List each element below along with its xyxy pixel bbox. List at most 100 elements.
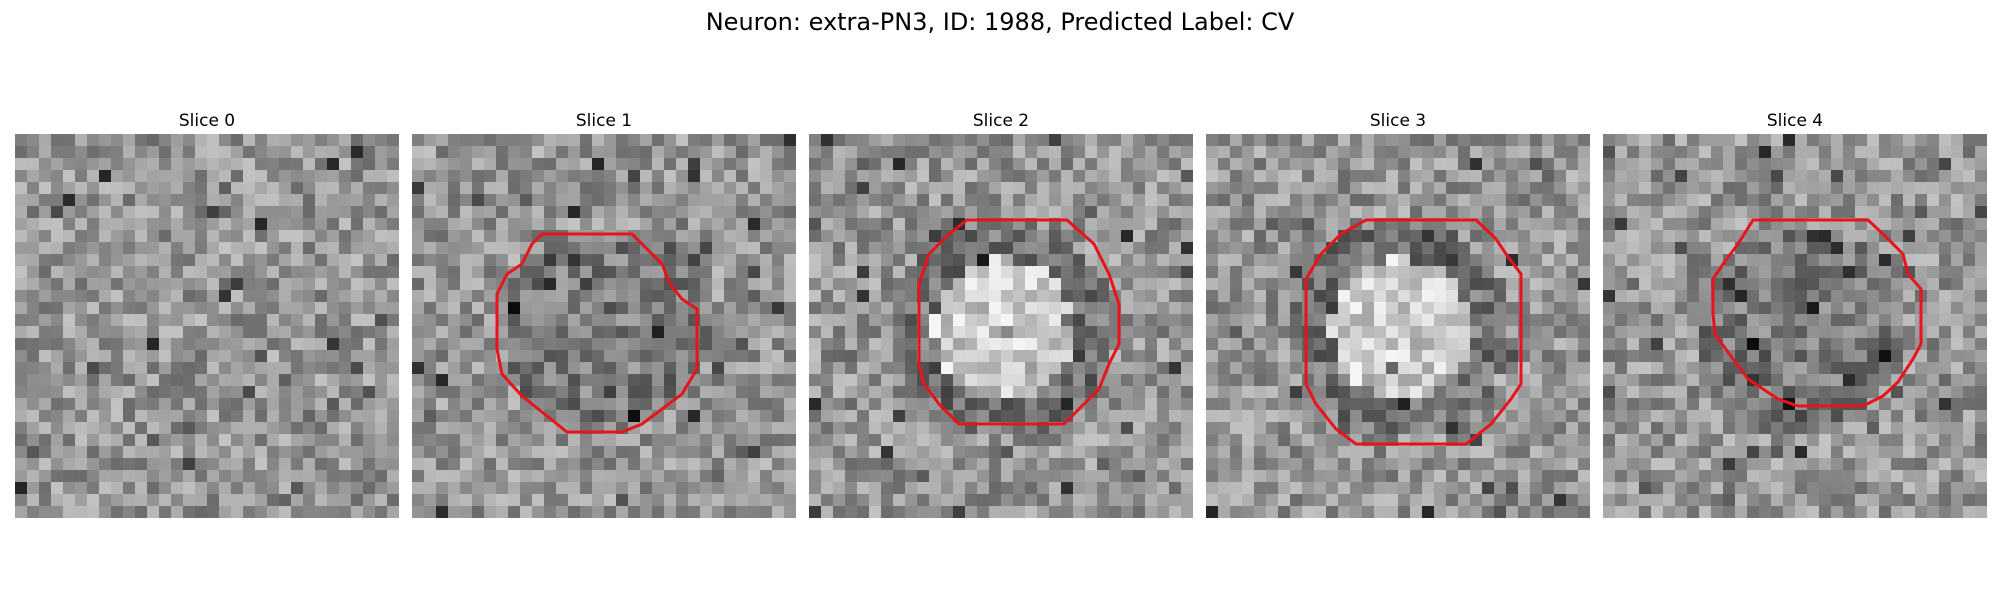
- pixel: [1975, 266, 1987, 279]
- pixel: [724, 314, 737, 327]
- pixel: [1230, 182, 1243, 195]
- pixel: [1254, 338, 1267, 351]
- pixel: [303, 314, 316, 327]
- pixel: [905, 230, 918, 243]
- pixel: [628, 146, 641, 159]
- pixel: [1518, 134, 1531, 147]
- pixel: [1639, 338, 1652, 351]
- pixel: [736, 302, 749, 315]
- pixel: [387, 146, 399, 159]
- pixel: [1254, 362, 1267, 375]
- pixel: [1097, 494, 1110, 507]
- pixel: [1783, 266, 1796, 279]
- pixel: [929, 230, 942, 243]
- pixel: [27, 314, 40, 327]
- pixel: [1530, 362, 1543, 375]
- pixel: [784, 290, 796, 303]
- pixel: [1675, 410, 1688, 423]
- pixel: [147, 302, 160, 315]
- pixel: [929, 434, 942, 447]
- pixel: [315, 254, 328, 267]
- pixel: [147, 314, 160, 327]
- pixel: [604, 482, 617, 495]
- pixel: [123, 458, 136, 471]
- pixel: [1097, 290, 1110, 303]
- pixel: [255, 218, 268, 231]
- pixel: [604, 302, 617, 315]
- pixel: [1181, 194, 1193, 207]
- pixel: [1218, 350, 1231, 363]
- pixel: [1542, 386, 1555, 399]
- pixel: [1422, 254, 1435, 267]
- pixel: [580, 338, 593, 351]
- pixel: [1795, 410, 1808, 423]
- pixel: [833, 506, 846, 518]
- pixel: [833, 302, 846, 315]
- pixel: [881, 182, 894, 195]
- pixel: [760, 278, 773, 291]
- pixel: [1566, 386, 1579, 399]
- pixel: [1735, 170, 1748, 183]
- pixel: [1771, 266, 1784, 279]
- pixel: [1037, 290, 1050, 303]
- pixel: [1963, 386, 1976, 399]
- pixel: [243, 170, 256, 183]
- pixel: [1939, 326, 1952, 339]
- pixel: [243, 278, 256, 291]
- pixel: [171, 194, 184, 207]
- pixel: [1230, 410, 1243, 423]
- pixel: [977, 170, 990, 183]
- pixel: [1807, 146, 1820, 159]
- pixel: [1627, 230, 1640, 243]
- pixel: [712, 470, 725, 483]
- pixel: [1506, 278, 1519, 291]
- pixel: [833, 398, 846, 411]
- pixel: [893, 158, 906, 171]
- pixel: [1422, 194, 1435, 207]
- pixel: [1927, 350, 1940, 363]
- pixel: [1566, 482, 1579, 495]
- pixel: [989, 254, 1002, 267]
- pixel: [1290, 146, 1303, 159]
- pixel: [1494, 506, 1507, 518]
- pixel: [231, 134, 244, 147]
- pixel: [544, 470, 557, 483]
- pixel: [833, 170, 846, 183]
- pixel: [1230, 506, 1243, 518]
- pixel: [27, 290, 40, 303]
- pixel: [27, 458, 40, 471]
- pixel: [1206, 254, 1219, 267]
- pixel: [929, 278, 942, 291]
- pixel: [1554, 182, 1567, 195]
- pixel: [496, 158, 509, 171]
- pixel: [917, 422, 930, 435]
- pixel: [1121, 470, 1134, 483]
- pixel: [1169, 314, 1182, 327]
- pixel: [676, 266, 689, 279]
- pixel: [893, 470, 906, 483]
- pixel: [1398, 446, 1411, 459]
- pixel: [977, 266, 990, 279]
- pixel: [147, 254, 160, 267]
- pixel: [219, 482, 232, 495]
- pixel: [1338, 182, 1351, 195]
- pixel: [712, 434, 725, 447]
- pixel: [1338, 374, 1351, 387]
- pixel: [1819, 206, 1832, 219]
- pixel: [857, 398, 870, 411]
- pixel: [917, 182, 930, 195]
- pixel: [700, 266, 713, 279]
- pixel: [1663, 218, 1676, 231]
- pixel: [1663, 434, 1676, 447]
- pixel: [845, 254, 858, 267]
- pixel: [1410, 146, 1423, 159]
- pixel: [652, 158, 665, 171]
- pixel: [1037, 338, 1050, 351]
- pixel: [279, 446, 292, 459]
- pixel: [424, 362, 437, 375]
- pixel: [1230, 434, 1243, 447]
- pixel: [183, 338, 196, 351]
- pixel: [929, 458, 942, 471]
- pixel: [1145, 290, 1158, 303]
- pixel: [1939, 158, 1952, 171]
